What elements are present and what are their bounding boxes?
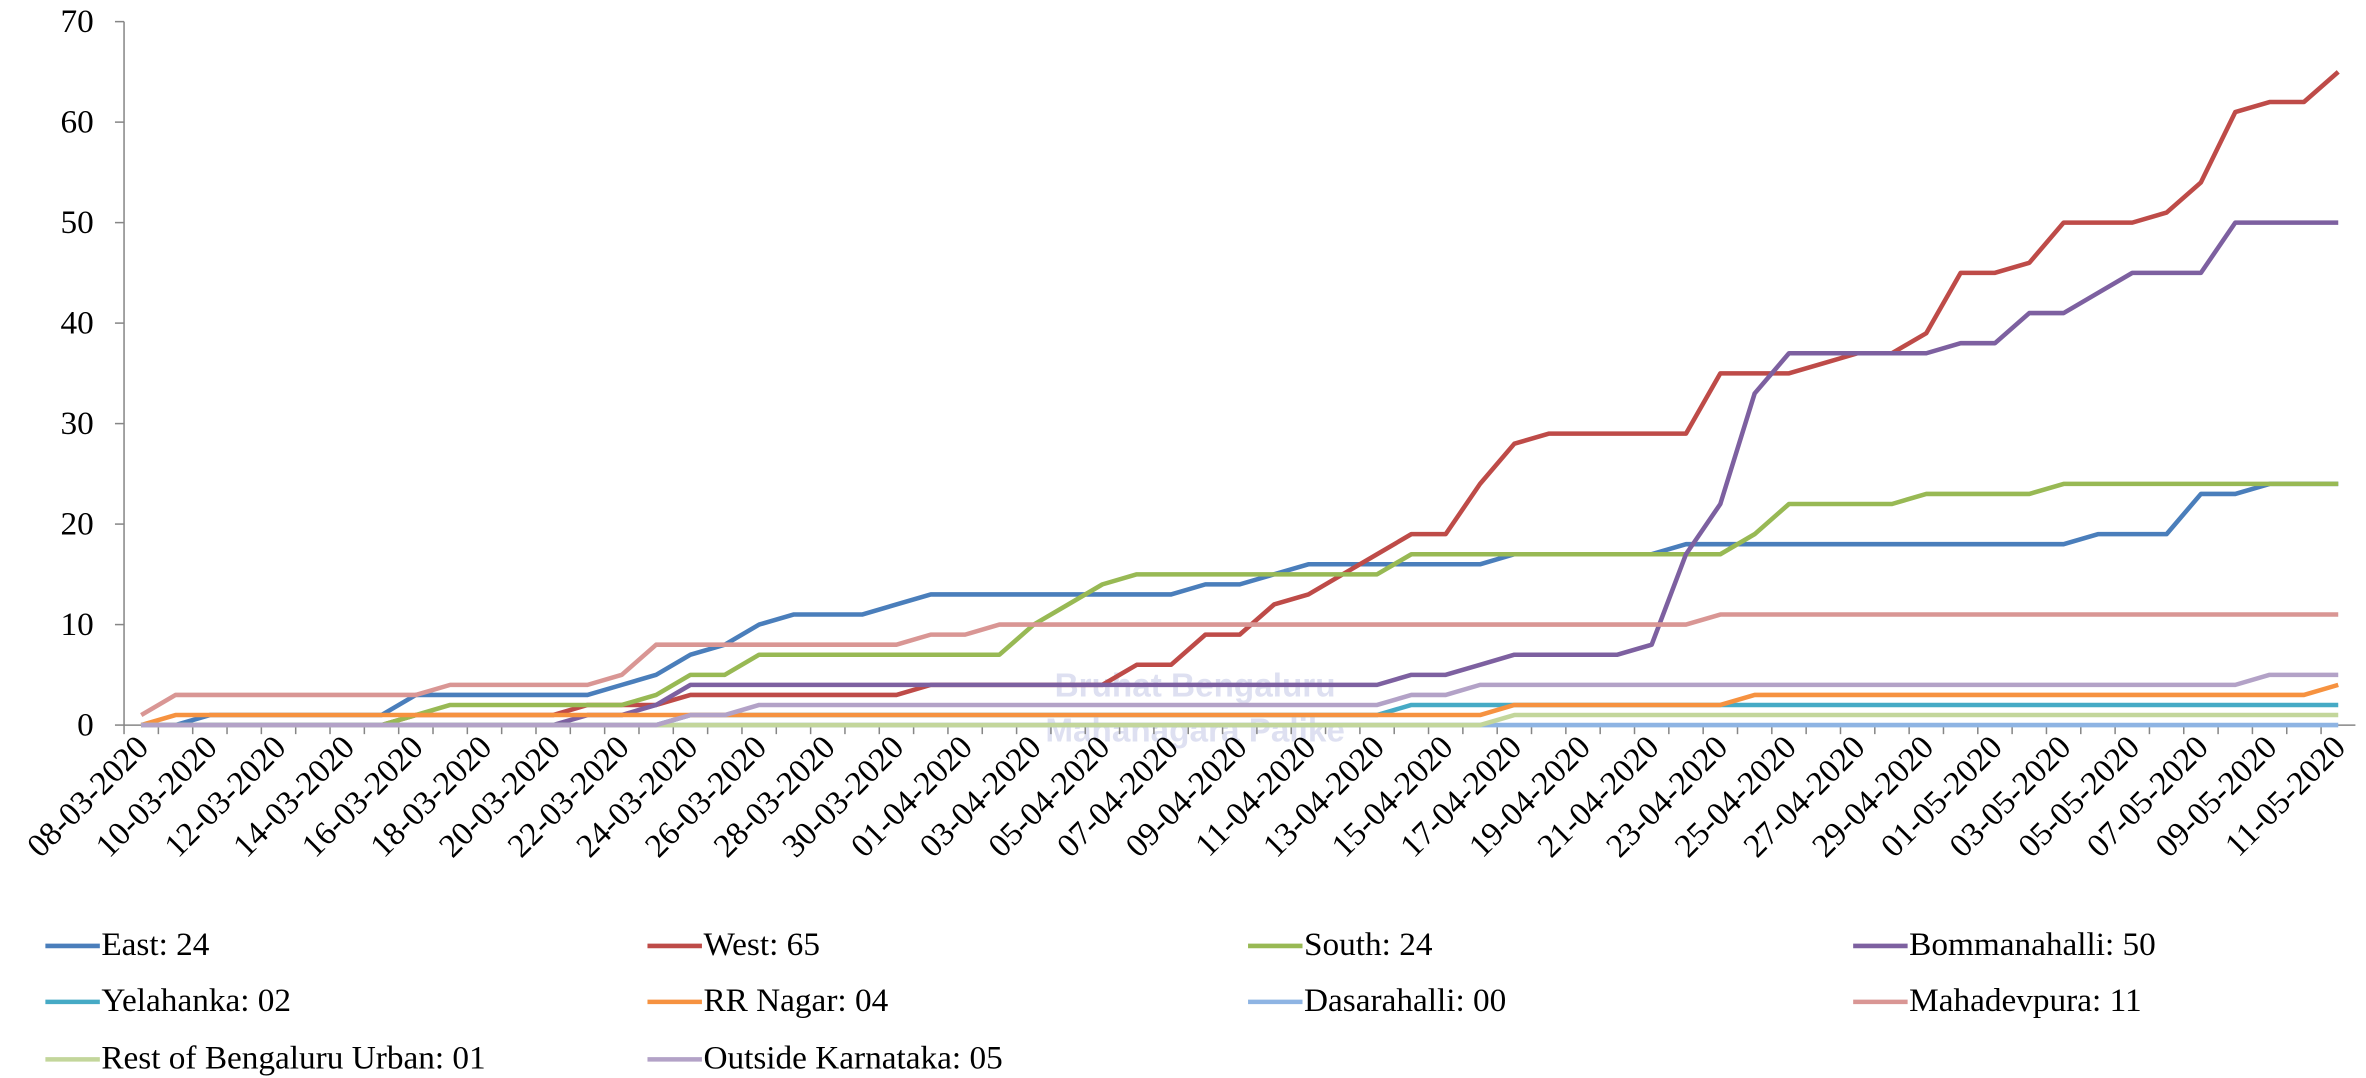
y-tick-label: 0 <box>77 707 94 744</box>
series-line <box>140 612 2339 717</box>
legend-label: Bommanahalli: 50 <box>1909 926 2156 963</box>
legend-label: West: 65 <box>703 926 820 963</box>
y-tick-label: 70 <box>61 3 94 40</box>
legend-label: Dasarahalli: 00 <box>1304 982 1506 1019</box>
series-line <box>141 220 2339 728</box>
series-line <box>141 481 2339 728</box>
y-tick-label: 30 <box>61 405 94 442</box>
legend-label: Yelahanka: 02 <box>101 982 291 1019</box>
y-tick-label: 40 <box>61 305 94 342</box>
legend-label: Mahadevpura: 11 <box>1909 982 2141 1019</box>
watermark: Mahanagara Palike <box>1045 713 1345 750</box>
series-line <box>141 672 2339 728</box>
legend-label: South: 24 <box>1304 926 1433 963</box>
legend-label: East: 24 <box>101 926 209 963</box>
y-tick-label: 50 <box>61 204 94 241</box>
series-line <box>141 70 2340 728</box>
y-tick-label: 20 <box>61 506 94 543</box>
legend-label: Outside Karnataka: 05 <box>703 1040 1002 1077</box>
y-tick-label: 10 <box>61 606 94 643</box>
series-line <box>140 682 2339 728</box>
legend-label: RR Nagar: 04 <box>703 982 888 1019</box>
legend-label: Rest of Bengaluru Urban: 01 <box>101 1040 485 1077</box>
y-tick-label: 60 <box>61 104 94 141</box>
series-line <box>141 481 2339 728</box>
